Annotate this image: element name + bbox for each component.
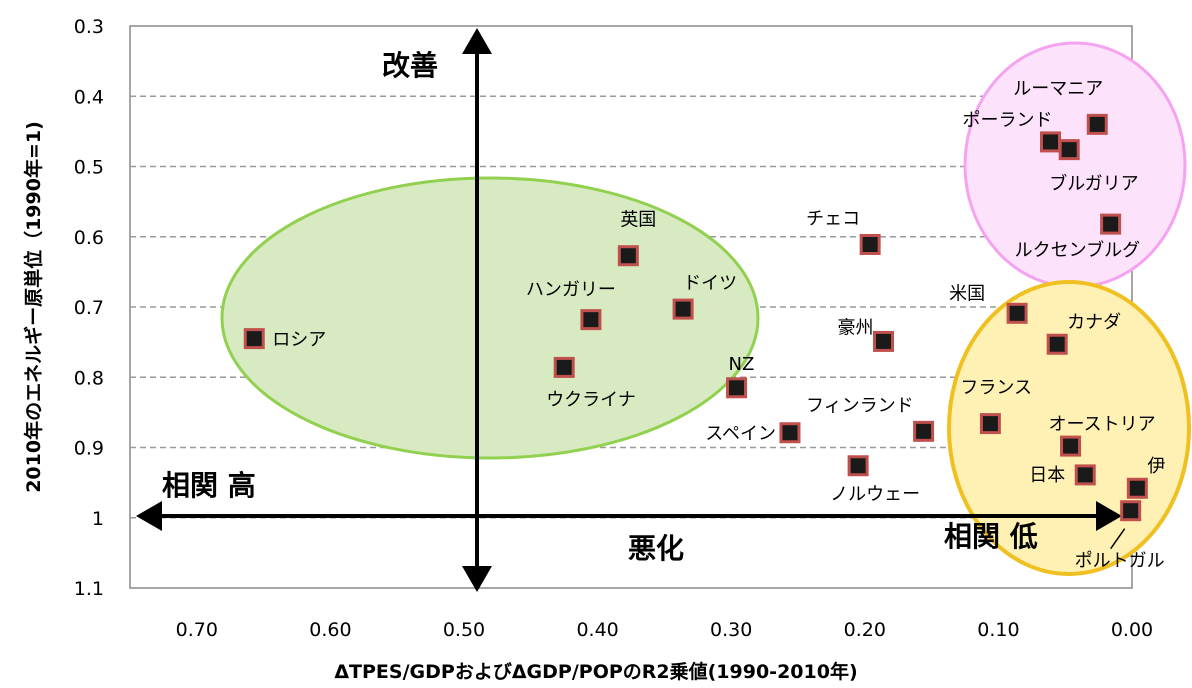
x-tick-label: 0.50 [443,619,485,641]
annotation-improve: 改善 [382,49,438,82]
arrow-up-icon [462,28,492,54]
data-point-marker [553,356,575,378]
data-point-label: カナダ [1067,312,1121,333]
data-point-marker [1074,464,1096,486]
data-point-label: ブルガリア [1049,173,1138,195]
data-point-label: オーストリア [1049,414,1156,435]
data-point-label: ドイツ [683,273,737,294]
y-tick-label: 0.6 [74,227,104,249]
data-point-marker [1046,333,1068,355]
data-point-label: フランス [960,378,1032,399]
data-point-marker [617,245,639,267]
data-point-marker [726,377,748,399]
data-point-label: 伊 [1147,456,1165,477]
data-point-marker [913,420,935,442]
data-point-marker [1006,302,1028,324]
y-tick-label: 0.3 [74,16,104,38]
data-point-marker [1120,500,1142,522]
horizontal-arrow [136,501,1122,531]
arrow-right-icon [1096,501,1122,531]
data-point-marker [243,328,265,350]
data-point-marker [859,233,881,255]
y-tick-label: 0.9 [74,438,104,460]
data-point-marker [873,330,895,352]
annotation-low-corr: 相関 低 [944,520,1038,553]
arrow-down-icon [462,566,492,592]
data-point-label: 英国 [620,210,656,231]
data-point-marker [580,309,602,331]
data-point-label: NZ [729,354,755,375]
y-axis-title: 2010年のエネルギー原単位（1990年=1) [22,121,45,493]
arrow-left-icon [136,501,162,531]
y-tick-label: 0.7 [74,297,104,319]
data-point-label: フィンランド [806,395,914,416]
data-point-marker [1126,477,1148,499]
x-tick-label: 0.40 [576,619,618,641]
data-point-label: ルーマニア [1013,78,1103,99]
x-axis-title: ΔTPES/GDPおよびΔGDP/POPのR2乗値(1990-2010年) [334,660,857,683]
y-tick-label: 1 [92,508,104,530]
axis-ticks: 0.3 0.4 0.5 0.6 0.7 0.8 0.9 1 1.1 0.70 0.60 0.50 0.4… [74,16,1153,641]
x-tick-label: 0.10 [977,619,1019,641]
data-point-label: ポーランド [963,110,1053,131]
data-point-marker [1086,113,1108,135]
data-point-label: ポルトガル [1075,551,1165,572]
data-point-label: チェコ [806,208,860,229]
data-point-marker [847,455,869,477]
data-point-marker [672,298,694,320]
x-tick-label: 0.30 [710,619,752,641]
annotation-high-corr: 相関 高 [162,469,256,502]
leader-line [1110,528,1126,550]
data-point-marker [779,422,801,444]
annotation-worsen: 悪化 [628,532,684,565]
data-point-label: 米国 [949,283,985,304]
data-point-marker [979,413,1001,435]
y-tick-label: 0.4 [74,86,104,108]
data-point-label: 日本 [1029,465,1065,486]
data-point-label: ルクセンブルグ [1015,239,1140,261]
y-tick-label: 1.1 [74,578,104,600]
data-point-marker [1100,213,1122,235]
y-tick-label: 0.8 [74,367,104,389]
data-point-marker [1058,139,1080,161]
data-point-label: スペイン [705,424,776,445]
x-tick-label: 0.00 [1111,619,1153,641]
x-tick-label: 0.60 [309,619,351,641]
vertical-arrow [462,28,492,592]
y-tick-label: 0.5 [74,157,104,179]
data-point-marker [1040,131,1062,153]
data-point-label: ハンガリー [526,280,616,301]
data-point-marker [1060,435,1082,457]
data-point-label: ノルウェー [830,484,920,505]
data-point-label: ロシア [272,330,326,351]
x-tick-label: 0.20 [844,619,886,641]
data-point-label: 豪州 [838,317,874,338]
data-point-label: ウクライナ [546,389,636,410]
x-tick-label: 0.70 [176,619,218,641]
